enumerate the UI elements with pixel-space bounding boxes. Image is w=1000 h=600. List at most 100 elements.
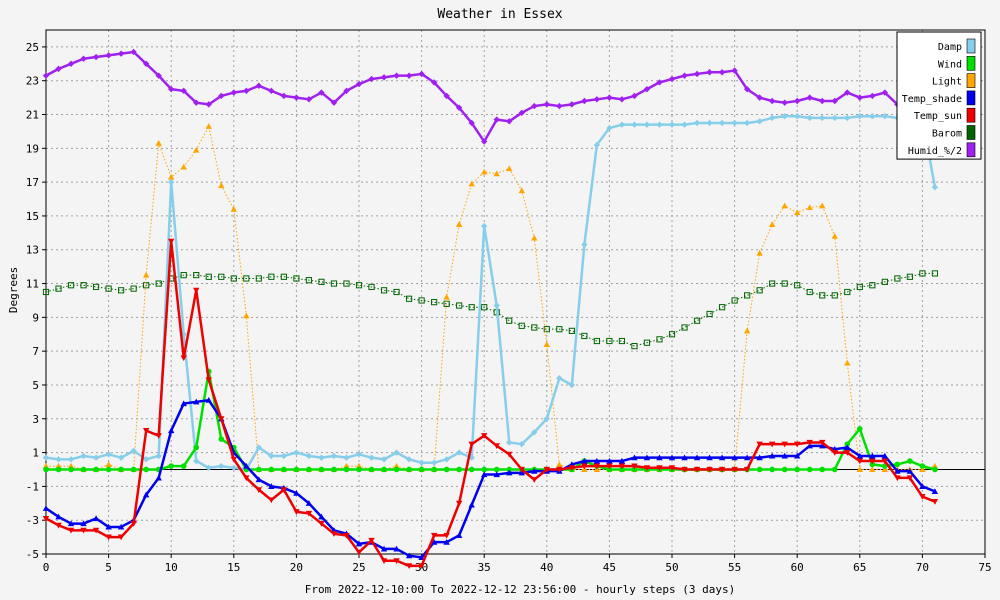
- data-point-humid-2: [643, 85, 651, 93]
- data-point-wind: [55, 466, 62, 473]
- data-point-barom: [205, 273, 212, 280]
- data-point-wind: [631, 466, 638, 473]
- data-point-temp-sun: [455, 500, 463, 507]
- data-point-humid-2: [481, 138, 488, 145]
- data-point-light: [531, 234, 538, 241]
- data-point-damp: [455, 449, 463, 456]
- data-point-damp: [305, 452, 313, 460]
- data-point-temp-sun: [593, 463, 601, 470]
- data-point-damp: [631, 121, 638, 128]
- data-point-temp-sun: [117, 534, 125, 541]
- data-point-damp: [405, 456, 413, 463]
- data-point-wind: [268, 466, 275, 473]
- data-point-barom: [468, 304, 475, 311]
- data-point-humid-2: [743, 85, 751, 93]
- data-point-barom: [255, 275, 262, 282]
- data-point-temp-shade: [869, 452, 876, 459]
- data-point-barom: [518, 322, 525, 329]
- data-point-humid-2: [543, 101, 550, 108]
- data-point-wind: [919, 463, 926, 469]
- data-point-temp-sun: [55, 522, 62, 529]
- data-point-temp-shade: [430, 538, 438, 545]
- data-point-damp: [92, 454, 100, 461]
- data-point-barom: [718, 304, 726, 311]
- data-point-humid-2: [493, 116, 500, 123]
- x-tick-label: 20: [290, 561, 303, 574]
- data-point-wind: [256, 466, 262, 473]
- data-point-damp: [518, 440, 525, 448]
- data-point-damp: [343, 454, 350, 461]
- data-point-wind: [806, 466, 813, 473]
- y-tick-label: 9: [32, 311, 39, 324]
- data-point-humid-2: [117, 50, 125, 57]
- data-point-temp-sun: [681, 466, 688, 473]
- data-point-light: [193, 146, 200, 153]
- data-point-temp-sun: [493, 443, 500, 450]
- data-point-wind: [368, 466, 375, 473]
- data-point-barom: [794, 282, 801, 289]
- data-point-temp-shade: [380, 545, 388, 552]
- data-point-barom: [243, 275, 250, 282]
- data-point-light: [518, 187, 525, 194]
- legend-label-temp-sun: Temp_sun: [914, 111, 962, 122]
- x-tick-label: 40: [540, 561, 553, 574]
- data-point-light: [481, 168, 488, 175]
- data-point-wind: [506, 466, 513, 473]
- data-point-damp: [355, 451, 363, 458]
- data-point-wind: [831, 466, 838, 473]
- y-tick-label: 5: [32, 379, 39, 392]
- data-point-temp-sun: [781, 441, 788, 448]
- data-point-humid-2: [581, 97, 588, 105]
- data-point-barom: [130, 285, 137, 292]
- data-point-damp: [506, 439, 513, 446]
- data-point-temp-sun: [568, 465, 576, 471]
- data-point-barom: [405, 295, 413, 302]
- data-point-temp-sun: [443, 532, 450, 539]
- data-point-barom: [919, 270, 926, 277]
- data-point-light: [743, 327, 751, 334]
- data-point-humid-2: [844, 89, 851, 96]
- data-point-temp-sun: [531, 477, 538, 483]
- data-point-wind: [293, 466, 300, 473]
- data-point-temp-shade: [768, 452, 776, 459]
- data-point-temp-sun: [305, 510, 313, 517]
- data-point-temp-sun: [218, 416, 225, 422]
- data-point-wind: [443, 466, 450, 473]
- data-point-light: [919, 466, 926, 473]
- data-point-light: [493, 170, 500, 177]
- data-point-humid-2: [405, 72, 413, 79]
- data-point-light: [768, 221, 776, 227]
- data-point-damp: [556, 375, 563, 382]
- legend-label-humid-2: Humid_%/2: [908, 146, 962, 157]
- data-point-humid-2: [368, 75, 375, 83]
- data-point-damp: [643, 121, 651, 128]
- x-axis-label: From 2022-12-10:00 To 2022-12-12 23:56:0…: [305, 583, 735, 596]
- data-point-damp: [418, 459, 425, 466]
- x-tick-label: 0: [43, 561, 50, 574]
- data-point-humid-2: [881, 89, 889, 96]
- data-point-damp: [255, 444, 263, 451]
- data-point-temp-shade: [531, 467, 538, 474]
- data-point-temp-shade: [681, 454, 688, 461]
- data-point-temp-sun: [756, 441, 763, 448]
- data-point-temp-sun: [418, 563, 425, 570]
- data-point-humid-2: [180, 87, 187, 95]
- data-point-temp-shade: [55, 513, 62, 520]
- data-point-temp-sun: [42, 515, 50, 522]
- data-point-temp-sun: [268, 497, 275, 504]
- y-tick-label: 19: [26, 142, 39, 155]
- data-point-humid-2: [856, 94, 863, 101]
- legend-swatch-wind: [966, 55, 976, 71]
- data-point-barom: [456, 302, 463, 309]
- data-point-barom: [706, 310, 713, 318]
- data-point-damp: [130, 447, 137, 455]
- series-damp: [42, 113, 939, 473]
- data-point-damp: [268, 452, 275, 460]
- data-point-wind: [143, 466, 149, 473]
- data-point-humid-2: [380, 74, 388, 81]
- data-point-temp-shade: [643, 454, 651, 461]
- data-point-damp: [230, 464, 237, 471]
- series-barom: [42, 270, 939, 350]
- data-point-damp: [168, 178, 175, 186]
